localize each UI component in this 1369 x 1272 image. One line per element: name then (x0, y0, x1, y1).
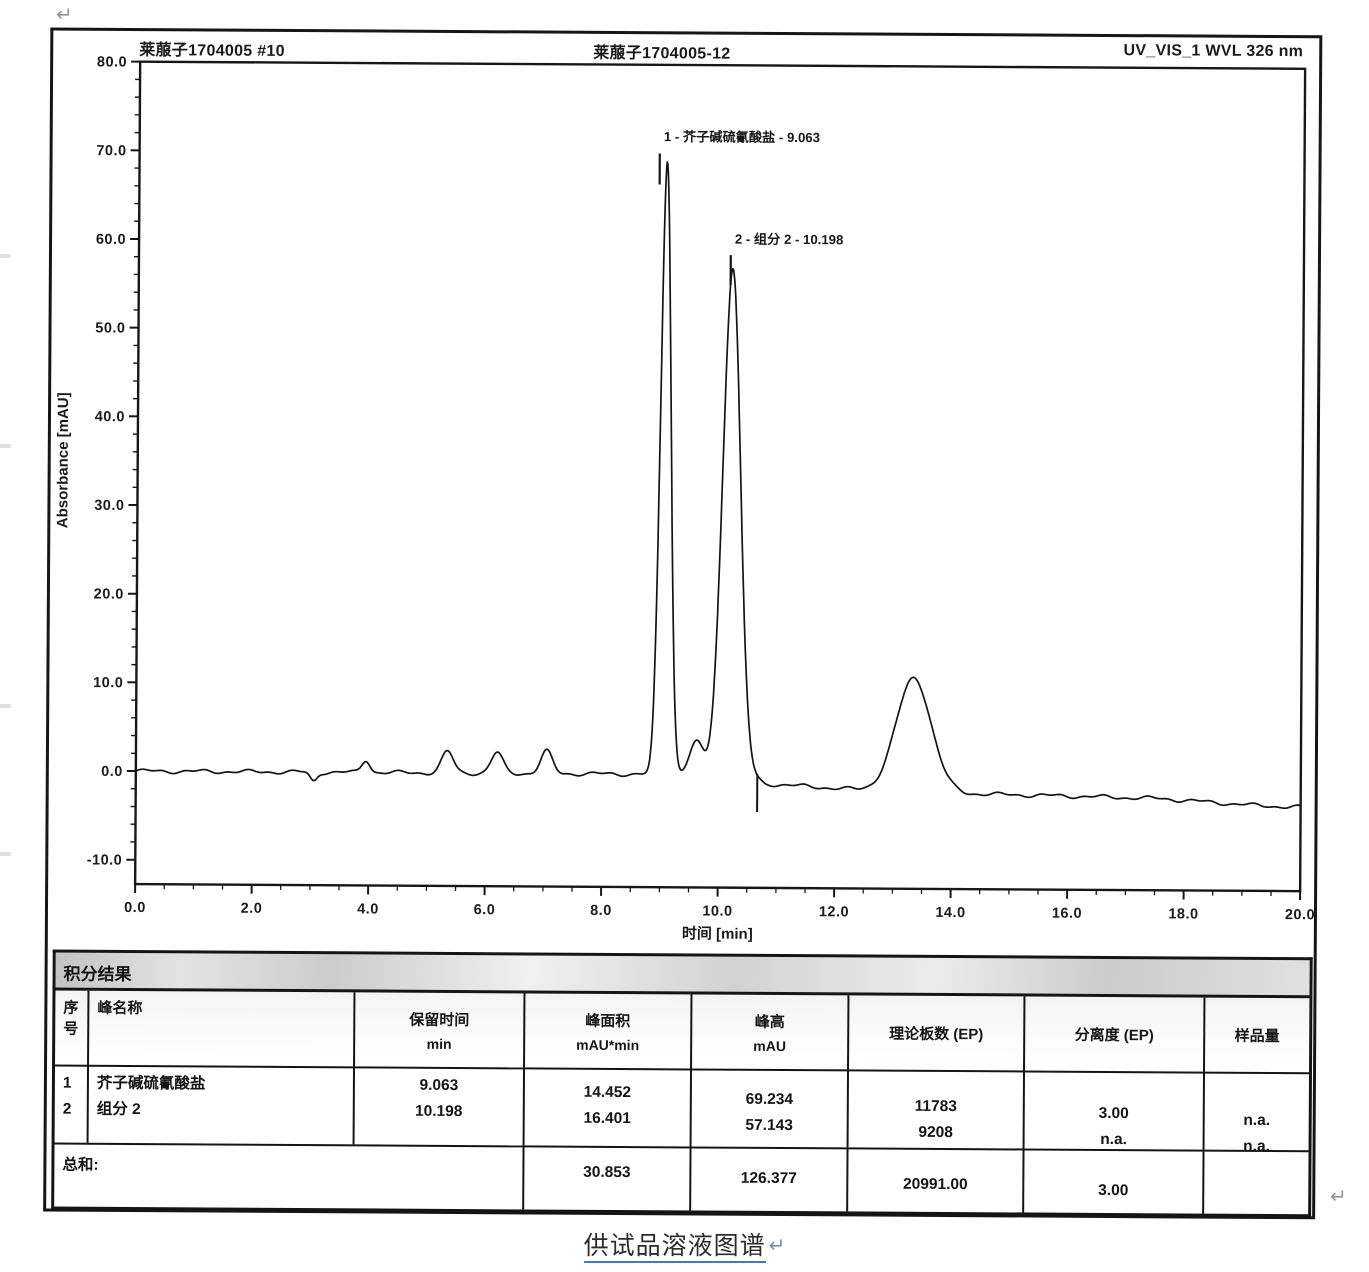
table-cell: 11783 9208 (848, 1069, 1026, 1149)
cell-value: 14.452 (583, 1083, 632, 1102)
y-tick-label: 60.0 (96, 232, 126, 248)
total-value: 30.853 (583, 1163, 631, 1182)
column-label: 分离度 (EP) (1074, 1026, 1154, 1044)
column-label: 样品量 (1234, 1027, 1280, 1045)
x-tick-label: 0.0 (124, 900, 146, 916)
scan-artifact (0, 852, 11, 856)
x-tick-label: 14.0 (935, 905, 965, 921)
column-unit: mAU (753, 1037, 787, 1054)
paragraph-mark: ↵ (56, 4, 73, 26)
table-header-cell: 峰面积 mAU*min (525, 993, 693, 1069)
cell-value: 57.143 (745, 1116, 793, 1135)
column-label: 峰面积 (585, 1012, 631, 1030)
table-header-cell: 保留时间 min (355, 992, 526, 1068)
total-value: 3.00 (1098, 1181, 1129, 1200)
total-cell: 30.853 (524, 1145, 692, 1211)
table-header-cell: 峰高 mAU (692, 994, 850, 1070)
y-tick-label: 80.0 (97, 54, 127, 70)
x-tick-label: 12.0 (819, 904, 849, 920)
y-tick-label: 10.0 (93, 675, 123, 691)
y-axis-label: Absorbance [mAU] (54, 392, 72, 528)
total-label-cell: 总和: (54, 1142, 525, 1210)
y-tick-label: 0.0 (101, 764, 123, 780)
cell-value: 9208 (918, 1123, 953, 1142)
x-tick-label: 18.0 (1168, 906, 1198, 922)
cell-value: 9.063 (419, 1076, 459, 1095)
x-tick-label: 2.0 (241, 901, 263, 917)
x-tick-label: 8.0 (590, 903, 612, 919)
chromatogram-trace (135, 161, 1301, 810)
x-tick-label: 4.0 (357, 901, 379, 917)
total-cell: 126.377 (691, 1146, 849, 1212)
table-cell: 芥子碱硫氰酸盐 组分 2 (88, 1064, 356, 1145)
table-header-cell: 峰名称 (89, 990, 356, 1067)
cell-value: 3.00 (1098, 1104, 1129, 1123)
y-tick-label: 30.0 (94, 498, 124, 514)
paragraph-mark: ↵ (1330, 1186, 1347, 1208)
y-tick-label: 50.0 (95, 320, 125, 336)
scan-artifact (0, 444, 11, 448)
table-cell: 69.234 57.143 (691, 1068, 850, 1148)
scan-artifact (0, 254, 11, 258)
cell-value: 芥子碱硫氰酸盐 (96, 1074, 206, 1093)
column-unit: mAU*min (576, 1036, 640, 1053)
table-header-cell: 分离度 (EP) (1025, 996, 1206, 1072)
paragraph-mark: ↵ (768, 1235, 786, 1257)
total-value (1204, 1185, 1308, 1186)
y-tick-label: 70.0 (96, 143, 126, 159)
caption-text: 供试品溶液图谱 (583, 1233, 766, 1263)
peak-label: 2 - 组分 2 - 10.198 (735, 231, 844, 248)
cell-value: 2 (62, 1100, 72, 1118)
cell-value: 16.401 (583, 1109, 631, 1128)
total-value: 20991.00 (902, 1175, 968, 1194)
table-header-cell: 样品量 (1205, 998, 1309, 1073)
plot-frame (133, 60, 1307, 893)
cell-value: 69.234 (745, 1090, 794, 1109)
peak-label: 1 - 芥子碱硫氰酸盐 - 9.063 (664, 128, 820, 145)
total-cell: 3.00 (1024, 1148, 1205, 1214)
cell-value: n.a. (1243, 1111, 1271, 1129)
table-header-cell: 理论板数 (EP) (849, 995, 1026, 1071)
total-cell (1204, 1149, 1309, 1215)
y-tick-label: 40.0 (95, 409, 125, 425)
scan-artifact (0, 704, 11, 708)
table-cell: 3.00 n.a. (1024, 1070, 1206, 1150)
table-cell: 14.452 16.401 (524, 1067, 693, 1147)
x-axis-label: 时间 [min] (682, 924, 753, 942)
table-cell: 9.063 10.198 (354, 1066, 526, 1146)
integration-results-table: 积分结果 序号 峰名称 保留时间 min 峰面积 mAU*min 峰高 mAU 理论板数 (EP… (51, 949, 1313, 1218)
chromatogram-plot: -10.0 0.0 10.0 20.0 30.0 40.0 50.0 60.0 70.0 80.0… (54, 54, 1315, 942)
x-tick-label: 6.0 (474, 902, 496, 918)
table-cell: n.a. n.a. (1204, 1071, 1310, 1155)
y-tick-label: -10.0 (87, 852, 123, 868)
column-label: 保留时间 (409, 1011, 470, 1029)
table-header-cell: 序号 (55, 990, 90, 1065)
cell-value: 组分 2 (96, 1100, 141, 1119)
column-label: 理论板数 (EP) (889, 1025, 984, 1043)
cell-value: 1 (62, 1074, 72, 1092)
cell-value: 11783 (914, 1097, 957, 1116)
chromatogram-figure: 莱菔子1704005 #10 莱菔子1704005-12 UV_VIS_1 WV… (43, 27, 1323, 1220)
caption: 供试品溶液图谱 ↵ (0, 1226, 1369, 1263)
column-label: 序号 (63, 999, 79, 1038)
column-label: 峰高 (754, 1013, 785, 1031)
x-tick-label: 20.0 (1285, 907, 1315, 923)
column-label: 峰名称 (97, 999, 143, 1018)
y-tick-label: 20.0 (94, 586, 124, 602)
total-value: 126.377 (740, 1169, 797, 1188)
column-unit: min (426, 1035, 452, 1052)
x-tick-label: 10.0 (702, 904, 732, 920)
cell-value: 10.198 (414, 1102, 463, 1121)
total-cell: 20991.00 (848, 1147, 1025, 1213)
x-tick-label: 16.0 (1052, 906, 1082, 922)
